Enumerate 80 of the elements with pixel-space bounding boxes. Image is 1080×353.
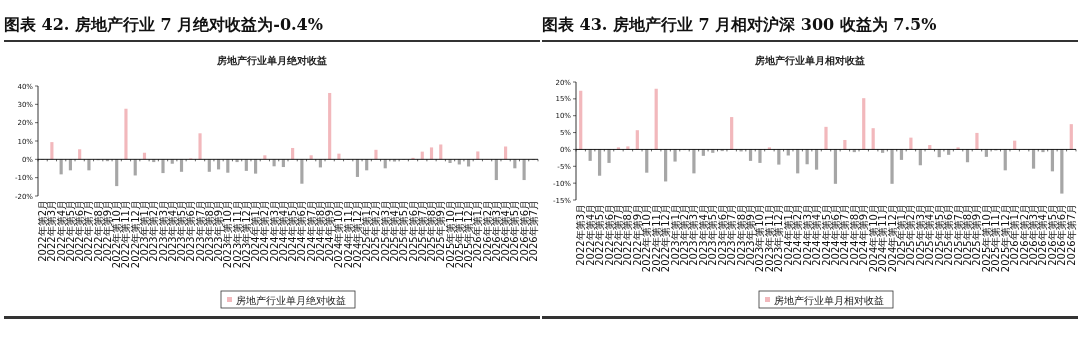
x-tick-label: 2025年第5月 — [398, 200, 410, 262]
x-tick-label: 2024年第5月 — [820, 204, 832, 266]
x-tick-label: 2023年第3月 — [157, 200, 169, 262]
x-tick-label: 2024年第3月 — [801, 204, 813, 266]
x-tick-label: 2022年第3月 — [575, 204, 587, 266]
x-tick-label: 2025年第6月 — [943, 204, 955, 266]
x-tick-label: 2025年第5月 — [933, 204, 945, 266]
x-tick-label: 2024年第2月 — [259, 200, 271, 262]
x-tick-label: 2022年第11月 — [120, 200, 132, 269]
x-tick-label: 2022年第4月 — [55, 200, 67, 262]
x-tick-label: 2024年第9月 — [858, 204, 870, 266]
x-tick-label: 2025年第7月 — [952, 204, 964, 266]
x-tick-label: 2025年第11月 — [990, 204, 1002, 273]
x-tick-label: 2026年第7月 — [1065, 204, 1077, 266]
x-tick-label: 2023年第2月 — [148, 200, 160, 262]
x-tick-label: 2025年第3月 — [914, 204, 926, 266]
x-tick-label: 2024年第11月 — [342, 200, 354, 269]
x-tick-label: 2024年第10月 — [333, 200, 345, 269]
x-tick-label: 2022年第9月 — [631, 204, 643, 266]
legend-label: 房地产行业单月相对收益 — [774, 294, 884, 306]
x-tick-label: 2023年第8月 — [735, 204, 747, 266]
x-tick-label: 2023年第6月 — [185, 200, 197, 262]
x-tick-label: 2025年第4月 — [924, 204, 936, 266]
x-tick-label: 2024年第10月 — [867, 204, 879, 273]
legend-label: 房地产行业单月绝对收益 — [236, 294, 346, 306]
x-tick-label: 2022年第12月 — [129, 200, 141, 269]
x-tick-label: 2026年第2月 — [481, 200, 493, 262]
x-tick-label: 2025年第2月 — [370, 200, 382, 262]
x-tick-label: 2025年第9月 — [971, 204, 983, 266]
x-tick-label: 2025年第10月 — [980, 204, 992, 273]
x-tick-label: 2026年第5月 — [509, 200, 521, 262]
x-tick-label: 2024年第2月 — [792, 204, 804, 266]
chart-title: 图表 43. 房地产行业 7 月相对沪深 300 收益为 7.5% — [542, 10, 1078, 42]
x-tick-label: 2023年第7月 — [726, 204, 738, 266]
chart-title: 图表 42. 房地产行业 7 月绝对收益为-0.4% — [4, 10, 540, 42]
x-tick-label: 2022年第7月 — [83, 200, 95, 262]
x-tick-label: 2022年第6月 — [603, 204, 615, 266]
x-tick-label: 2023年第10月 — [754, 204, 766, 273]
x-tick-label: 2025年第10月 — [444, 200, 456, 269]
x-tick-label: 2024年第11月 — [877, 204, 889, 273]
x-tick-label: 2023年第11月 — [231, 200, 243, 269]
x-tick-label: 2022年第11月 — [650, 204, 662, 273]
x-tick-label: 2024年第8月 — [848, 204, 860, 266]
x-tick-label: 2023年第11月 — [763, 204, 775, 273]
x-tick-label: 2023年第7月 — [194, 200, 206, 262]
x-tick-label: 2025年第6月 — [407, 200, 419, 262]
x-tick-label: 2026年第2月 — [1018, 204, 1030, 266]
x-tick-label: 2024年第12月 — [886, 204, 898, 273]
x-tick-label: 2025年第3月 — [379, 200, 391, 262]
x-tick-label: 2023年第4月 — [697, 204, 709, 266]
x-tick-label: 2022年第10月 — [641, 204, 653, 273]
x-tick-label: 2026年第6月 — [518, 200, 530, 262]
x-tick-label: 2023年第6月 — [716, 204, 728, 266]
x-tick-label: 2023年第3月 — [688, 204, 700, 266]
x-tick-label: 2024年第7月 — [839, 204, 851, 266]
x-tick-label: 2022年第5月 — [594, 204, 606, 266]
x-tick-label: 2026年第1月 — [1009, 204, 1021, 266]
x-tick-label: 2024年第4月 — [811, 204, 823, 266]
x-tick-label: 2022年第8月 — [92, 200, 104, 262]
chart-subtitle: 房地产行业单月绝对收益 — [216, 55, 327, 66]
x-tick-label: 2023年第5月 — [707, 204, 719, 266]
x-tick-label: 2022年第3月 — [46, 200, 58, 262]
x-tick-label: 2022年第8月 — [622, 204, 634, 266]
x-tick-label: 2024年第1月 — [782, 204, 794, 266]
x-tick-label: 2022年第4月 — [584, 204, 596, 266]
x-tick-label: 2025年第2月 — [905, 204, 917, 266]
x-tick-label: 2023年第12月 — [773, 204, 785, 273]
chart-subtitle: 房地产行业单月相对收益 — [754, 55, 865, 66]
x-tick-label: 2022年第12月 — [660, 204, 672, 273]
x-tick-label: 2024年第7月 — [305, 200, 317, 262]
x-tick-label: 2026年第4月 — [1037, 204, 1049, 266]
x-tick-label: 2023年第10月 — [222, 200, 234, 269]
x-tick-label: 2023年第1月 — [669, 204, 681, 266]
x-tick-label: 2026年第1月 — [472, 200, 484, 262]
x-tick-label: 2024年第6月 — [296, 200, 308, 262]
x-tick-label: 2025年第9月 — [435, 200, 447, 262]
x-tick-label: 2025年第12月 — [999, 204, 1011, 273]
x-tick-label: 2026年第6月 — [1056, 204, 1068, 266]
x-tick-label: 2024年第3月 — [268, 200, 280, 262]
x-tick-label: 2026年第5月 — [1046, 204, 1058, 266]
